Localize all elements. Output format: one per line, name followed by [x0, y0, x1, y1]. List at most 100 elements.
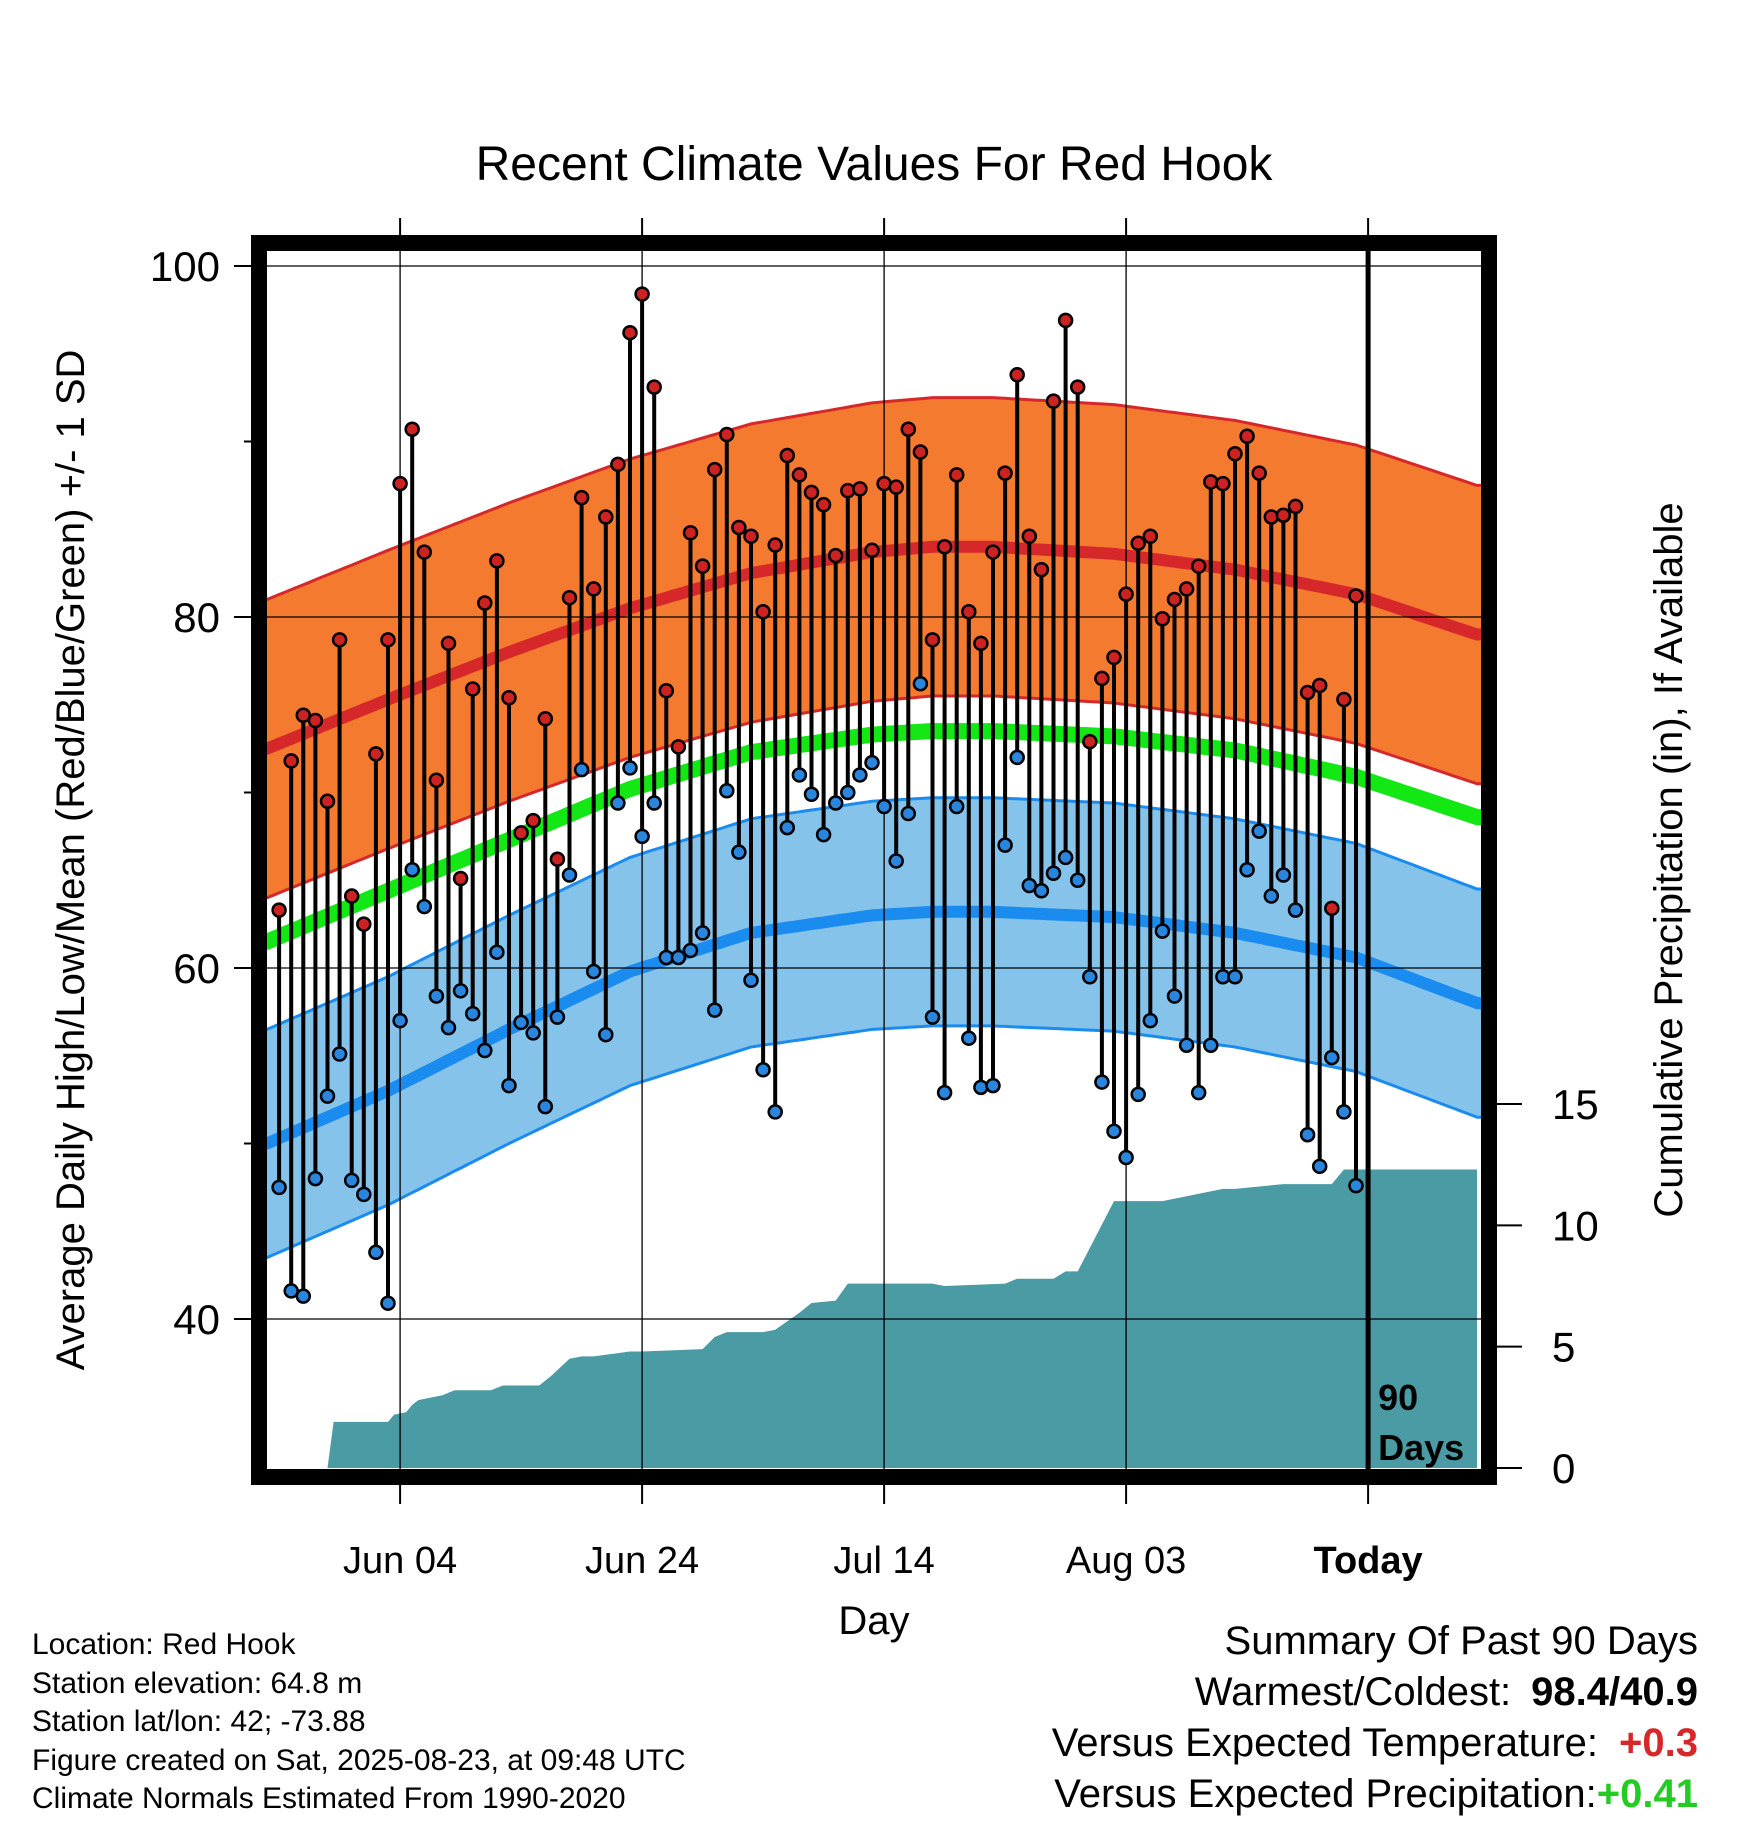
daily-high-point — [368, 746, 384, 762]
station-info: Location: Red Hook Station elevation: 64… — [32, 1626, 686, 1819]
daily-high-point — [1190, 558, 1207, 574]
daily-low-point — [549, 1009, 566, 1025]
daily-high-point — [404, 421, 420, 437]
daily-low-point — [295, 1288, 312, 1304]
daily-high-point — [1009, 367, 1025, 383]
daily-high-point — [852, 481, 868, 497]
chart-title: Recent Climate Values For Red Hook — [476, 138, 1274, 191]
daily-low-point — [477, 1042, 493, 1059]
daily-low-point — [900, 805, 917, 822]
daily-low-point — [343, 1172, 360, 1189]
summary-warmest-coldest: Warmest/Coldest: 98.4/40.9 — [1052, 1667, 1698, 1718]
daily-high-point — [864, 542, 880, 559]
daily-low-point — [610, 795, 626, 811]
daily-low-point — [404, 861, 420, 878]
daily-low-point — [1324, 1049, 1340, 1066]
temp-value: +0.3 — [1619, 1721, 1698, 1765]
daily-low-point — [1142, 1012, 1159, 1029]
daily-low-point — [1057, 849, 1074, 866]
daily-high-point — [392, 475, 408, 492]
daily-low-point — [936, 1084, 953, 1101]
daily-low-point — [755, 1062, 771, 1078]
daily-high-point — [1069, 379, 1086, 395]
daily-low-point — [719, 782, 735, 799]
daily-low-point — [948, 798, 965, 815]
daily-high-point — [1118, 586, 1134, 602]
y-tick-label: 100 — [150, 243, 220, 290]
daily-high-point — [1203, 474, 1219, 490]
x-tick-label: Jun 24 — [585, 1540, 699, 1582]
x-tick-label: Jul 14 — [833, 1540, 934, 1582]
precip-value: +0.41 — [1596, 1772, 1698, 1816]
daily-low-point — [598, 1026, 614, 1043]
daily-low-point — [1045, 865, 1062, 881]
daily-low-point — [1336, 1104, 1352, 1120]
daily-low-point — [1239, 861, 1255, 878]
daily-low-point — [840, 784, 856, 801]
daily-high-point — [1336, 691, 1352, 708]
daily-low-point — [368, 1244, 384, 1261]
y2-tick-label: 15 — [1552, 1081, 1599, 1128]
daily-low-point — [1190, 1084, 1207, 1101]
daily-low-point — [501, 1077, 517, 1094]
daily-high-point — [343, 888, 360, 904]
info-elevation: Station elevation: 64.8 m — [32, 1666, 363, 1700]
daily-high-point — [1094, 670, 1110, 687]
daily-low-point — [961, 1030, 977, 1046]
daily-high-point — [670, 739, 687, 755]
daily-high-point — [827, 547, 844, 564]
daily-high-point — [985, 544, 1001, 560]
daily-high-point — [1057, 312, 1074, 329]
daily-low-point — [525, 1025, 541, 1041]
daily-low-point — [852, 767, 868, 783]
daily-high-point — [961, 603, 977, 620]
daily-low-point — [1106, 1123, 1122, 1139]
daily-high-point — [779, 447, 796, 464]
daily-high-point — [791, 467, 808, 483]
daily-high-point — [1239, 428, 1255, 444]
daily-low-point — [912, 675, 929, 692]
daily-high-point — [634, 286, 650, 302]
daily-high-point — [380, 632, 396, 648]
daily-low-point — [694, 925, 711, 941]
daily-high-point — [1154, 611, 1171, 627]
daily-high-point — [743, 528, 759, 545]
daily-low-point — [1348, 1177, 1364, 1194]
daily-high-point — [477, 595, 493, 611]
daily-high-point — [767, 537, 783, 553]
daily-low-point — [452, 983, 469, 999]
daily-low-point — [416, 898, 433, 915]
daily-low-point — [464, 1005, 481, 1022]
daily-high-point — [1287, 498, 1304, 515]
daily-high-point — [610, 456, 626, 473]
daily-low-point — [573, 761, 590, 778]
x-tick-label: Today — [1314, 1540, 1423, 1582]
daily-high-point — [356, 916, 372, 932]
daily-low-point — [1275, 867, 1292, 883]
daily-high-point — [948, 467, 965, 483]
daily-low-point — [1299, 1126, 1316, 1143]
daily-low-point — [731, 844, 747, 860]
today-marker-line: 90 — [1378, 1377, 1418, 1418]
daily-low-point — [1178, 1037, 1195, 1053]
y-tick-label: 80 — [173, 594, 220, 641]
daily-low-point — [1082, 969, 1098, 985]
today-marker-line: Days — [1378, 1427, 1464, 1468]
daily-high-point — [1299, 684, 1316, 701]
summary-precipitation: Versus Expected Precipitation:+0.41 — [1052, 1769, 1698, 1820]
daily-low-point — [331, 1046, 348, 1062]
info-normals: Climate Normals Estimated From 1990-2020 — [32, 1782, 626, 1815]
daily-low-point — [380, 1295, 396, 1311]
daily-high-point — [283, 753, 299, 769]
daily-low-point — [1118, 1149, 1134, 1166]
normal-low-line — [266, 905, 1482, 1150]
plot-area — [266, 250, 1482, 1470]
daily-low-point — [1069, 872, 1086, 888]
daily-low-point — [1311, 1158, 1328, 1175]
daily-low-point — [307, 1170, 324, 1187]
y-axis-label: Average Daily High/Low/Mean (Red/Blue/Gr… — [49, 350, 93, 1371]
high-sd-upper-edge — [266, 396, 1482, 601]
daily-high-point — [1215, 475, 1231, 492]
daily-low-point — [1033, 883, 1050, 899]
daily-low-point — [537, 1098, 554, 1115]
